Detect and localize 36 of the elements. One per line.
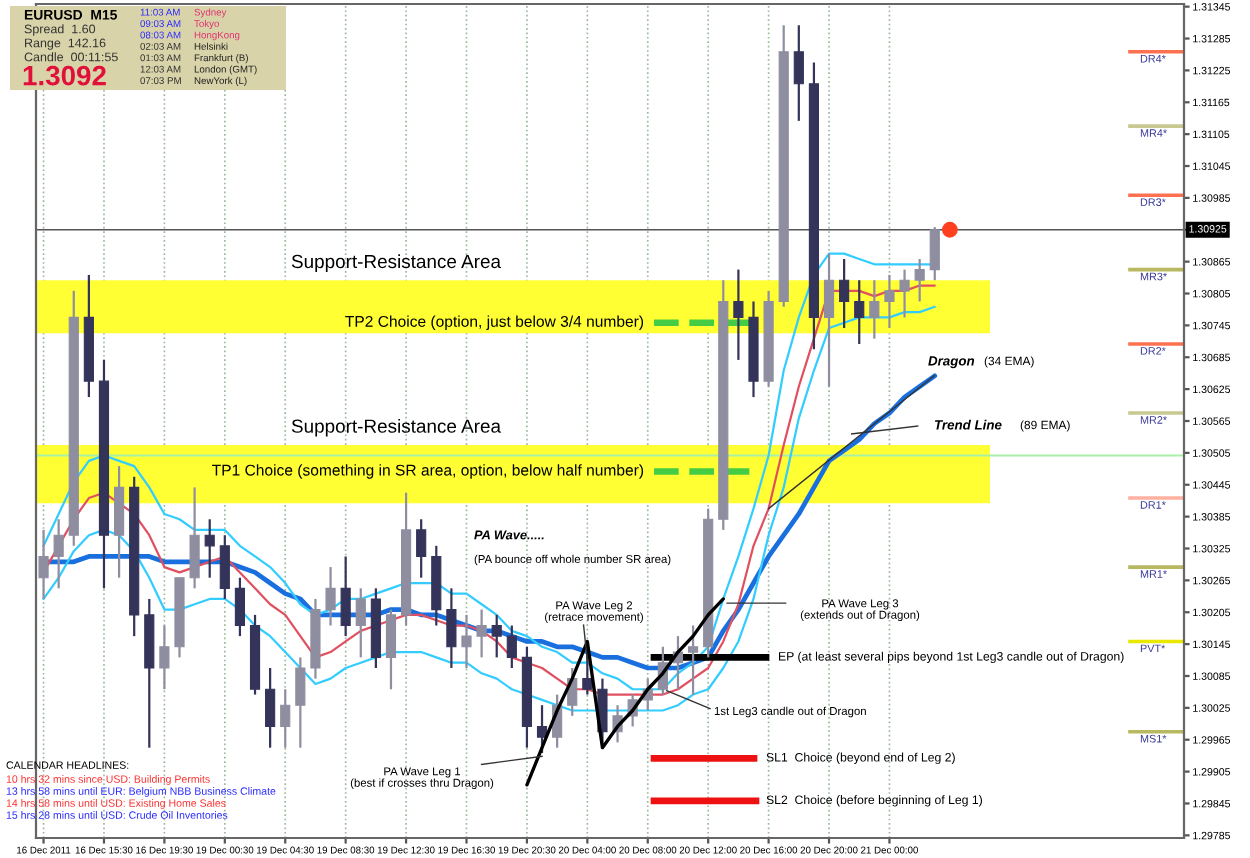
candlestick: [219, 534, 230, 601]
candlestick: [159, 624, 170, 691]
candlestick: [446, 587, 457, 670]
candlestick: [295, 656, 306, 749]
candlestick: [461, 613, 472, 670]
candlestick: [476, 608, 487, 659]
candlestick: [854, 279, 865, 346]
candlestick: [325, 565, 336, 627]
candlestick: [899, 268, 910, 319]
candlestick: [340, 555, 351, 638]
candlestick: [793, 24, 804, 122]
candlestick: [265, 666, 276, 749]
candlestick: [38, 528, 49, 601]
candlestick: [189, 486, 200, 590]
candlestick: [929, 226, 940, 282]
candlestick: [491, 613, 502, 659]
candlestick: [914, 257, 925, 303]
band-label: Support-Resistance Area: [291, 418, 501, 437]
candlestick: [869, 279, 880, 340]
annotation: 1.3092: [23, 65, 106, 86]
candlestick: [687, 624, 699, 696]
candlestick: [733, 268, 744, 362]
candlestick: [355, 587, 366, 659]
candlestick: [113, 465, 125, 579]
candlestick: [839, 257, 850, 330]
candlestick: [234, 576, 246, 638]
candlestick: [536, 704, 548, 755]
candlestick: [823, 252, 835, 388]
band-label: Support-Resistance Area: [291, 254, 501, 272]
candlestick: [280, 688, 291, 749]
candlestick: [416, 518, 427, 579]
candlestick: [506, 624, 517, 670]
candlestick: [53, 518, 64, 590]
candlestick: [884, 273, 895, 330]
candlestick: [385, 608, 397, 691]
candlestick: [204, 518, 215, 579]
